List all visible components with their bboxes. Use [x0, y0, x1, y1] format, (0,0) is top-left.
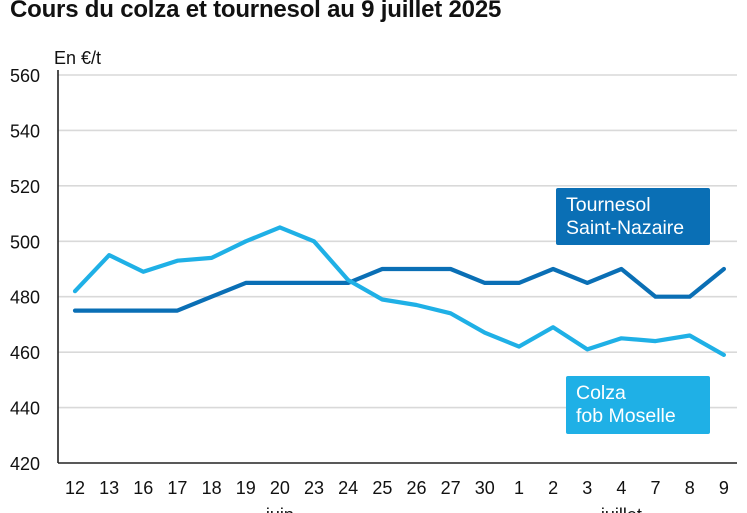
colza-label: Colza	[576, 382, 626, 404]
x-tick-label: 16	[133, 478, 153, 498]
y-tick-label: 480	[10, 288, 40, 308]
x-tick-label: 3	[582, 478, 592, 498]
y-tick-label: 500	[10, 232, 40, 252]
x-tick-label: 4	[616, 478, 626, 498]
y-tick-label: 520	[10, 177, 40, 197]
x-tick-label: 9	[719, 478, 729, 498]
tournesol-label-box	[556, 188, 710, 245]
x-tick-label: 1	[514, 478, 524, 498]
x-tick-label: 25	[372, 478, 392, 498]
x-tick-label: 24	[338, 478, 358, 498]
x-tick-label: 20	[270, 478, 290, 498]
y-tick-label: 420	[10, 454, 40, 474]
y-tick-label: 540	[10, 121, 40, 141]
month-label-juin: juin	[265, 505, 294, 513]
x-tick-label: 26	[406, 478, 426, 498]
x-tick-label: 18	[202, 478, 222, 498]
x-tick-label: 13	[99, 478, 119, 498]
x-tick-label: 17	[167, 478, 187, 498]
unit-label: En €/t	[54, 48, 101, 68]
tournesol-label: Tournesol	[566, 194, 651, 216]
x-tick-label: 30	[475, 478, 495, 498]
x-tick-label: 19	[236, 478, 256, 498]
colza-label: fob Moselle	[576, 405, 676, 427]
x-tick-label: 2	[548, 478, 558, 498]
series-lines	[72, 225, 727, 357]
y-tick-label: 560	[10, 66, 40, 86]
y-tick-label: 440	[10, 399, 40, 419]
chart-title: Cours du colza et tournesol au 9 juillet…	[10, 0, 502, 23]
tournesol-line	[72, 266, 727, 313]
x-tick-label: 27	[441, 478, 461, 498]
x-tick-label: 12	[65, 478, 85, 498]
colza-label-box	[566, 376, 710, 434]
x-tick-label: 23	[304, 478, 324, 498]
x-tick-label: 8	[685, 478, 695, 498]
y-tick-label: 460	[10, 343, 40, 363]
month-label-juillet: juillet	[600, 505, 642, 513]
colza-line	[72, 225, 727, 357]
tournesol-label: Saint-Nazaire	[566, 217, 684, 239]
x-tick-label: 7	[651, 478, 661, 498]
